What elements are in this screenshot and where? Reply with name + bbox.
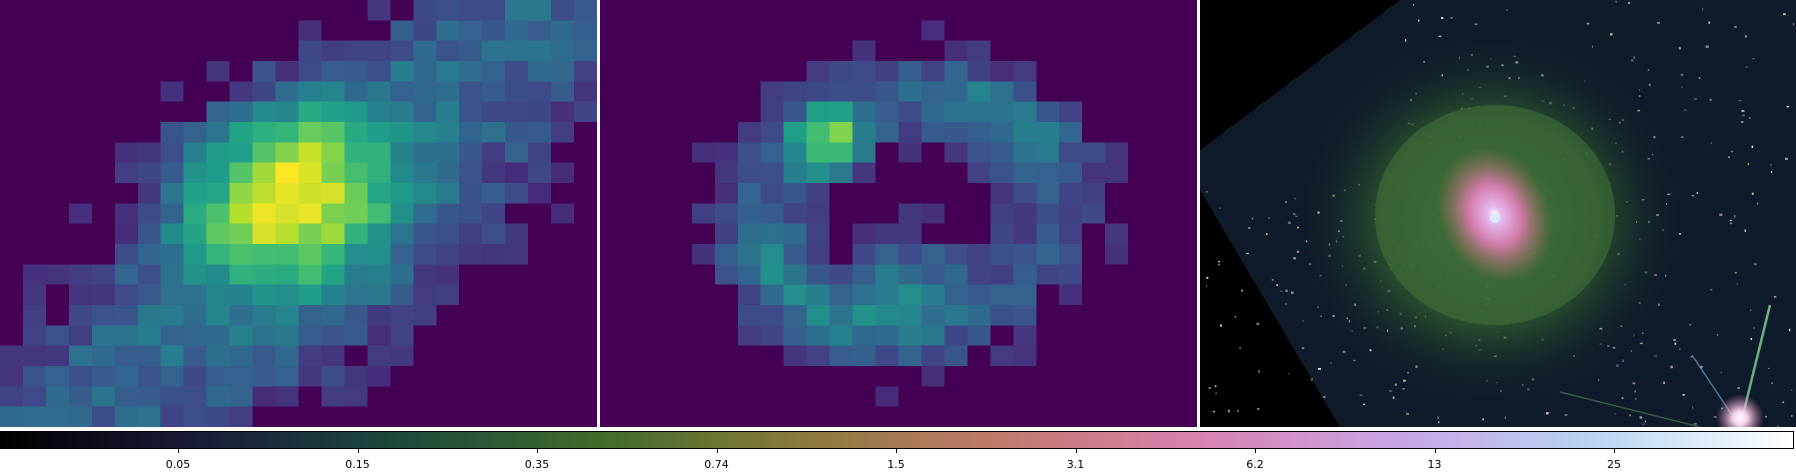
- colorbar-tick-label: 0.74: [704, 458, 729, 471]
- colorbar-tick-label: 3.1: [1066, 458, 1085, 471]
- colorbar-tick: [1255, 449, 1256, 453]
- colorbar-tick: [357, 449, 359, 453]
- colorbar-ticks: 0.05 0.15 0.35 0.74 1.5 3.1 6.2 13 25: [0, 449, 1796, 475]
- colorbar-tick-label: 0.15: [345, 458, 370, 471]
- middle-pixel-map: [600, 0, 1197, 427]
- colorbar-tick: [537, 449, 538, 453]
- left-pixel-map-image: [0, 0, 597, 427]
- colorbar-tick: [896, 449, 897, 453]
- colorbar-tick: [1075, 449, 1077, 453]
- colorbar-tick-label: 0.35: [524, 458, 550, 471]
- galaxy-image-panel: [1200, 0, 1796, 427]
- colorbar-tick-label: 0.05: [165, 458, 191, 471]
- colorbar-tick-label: 1.5: [887, 458, 905, 471]
- galaxy-nucleus: [1490, 213, 1500, 223]
- bright-star: [1559, 304, 1772, 427]
- colorbar: [0, 431, 1794, 449]
- colorbar-tick-label: 6.2: [1246, 458, 1264, 471]
- colorbar-tick: [1434, 449, 1436, 453]
- colorbar-gradient: [1, 432, 1793, 448]
- left-pixel-map: [0, 0, 597, 427]
- colorbar-tick: [716, 449, 718, 453]
- colorbar-tick: [178, 449, 179, 453]
- colorbar-tick-label: 13: [1427, 458, 1442, 471]
- spiral-galaxy-image: [1200, 0, 1796, 427]
- colorbar-tick: [1614, 449, 1615, 453]
- colorbar-tick-label: 25: [1607, 458, 1621, 471]
- middle-pixel-map-image: [600, 0, 1197, 427]
